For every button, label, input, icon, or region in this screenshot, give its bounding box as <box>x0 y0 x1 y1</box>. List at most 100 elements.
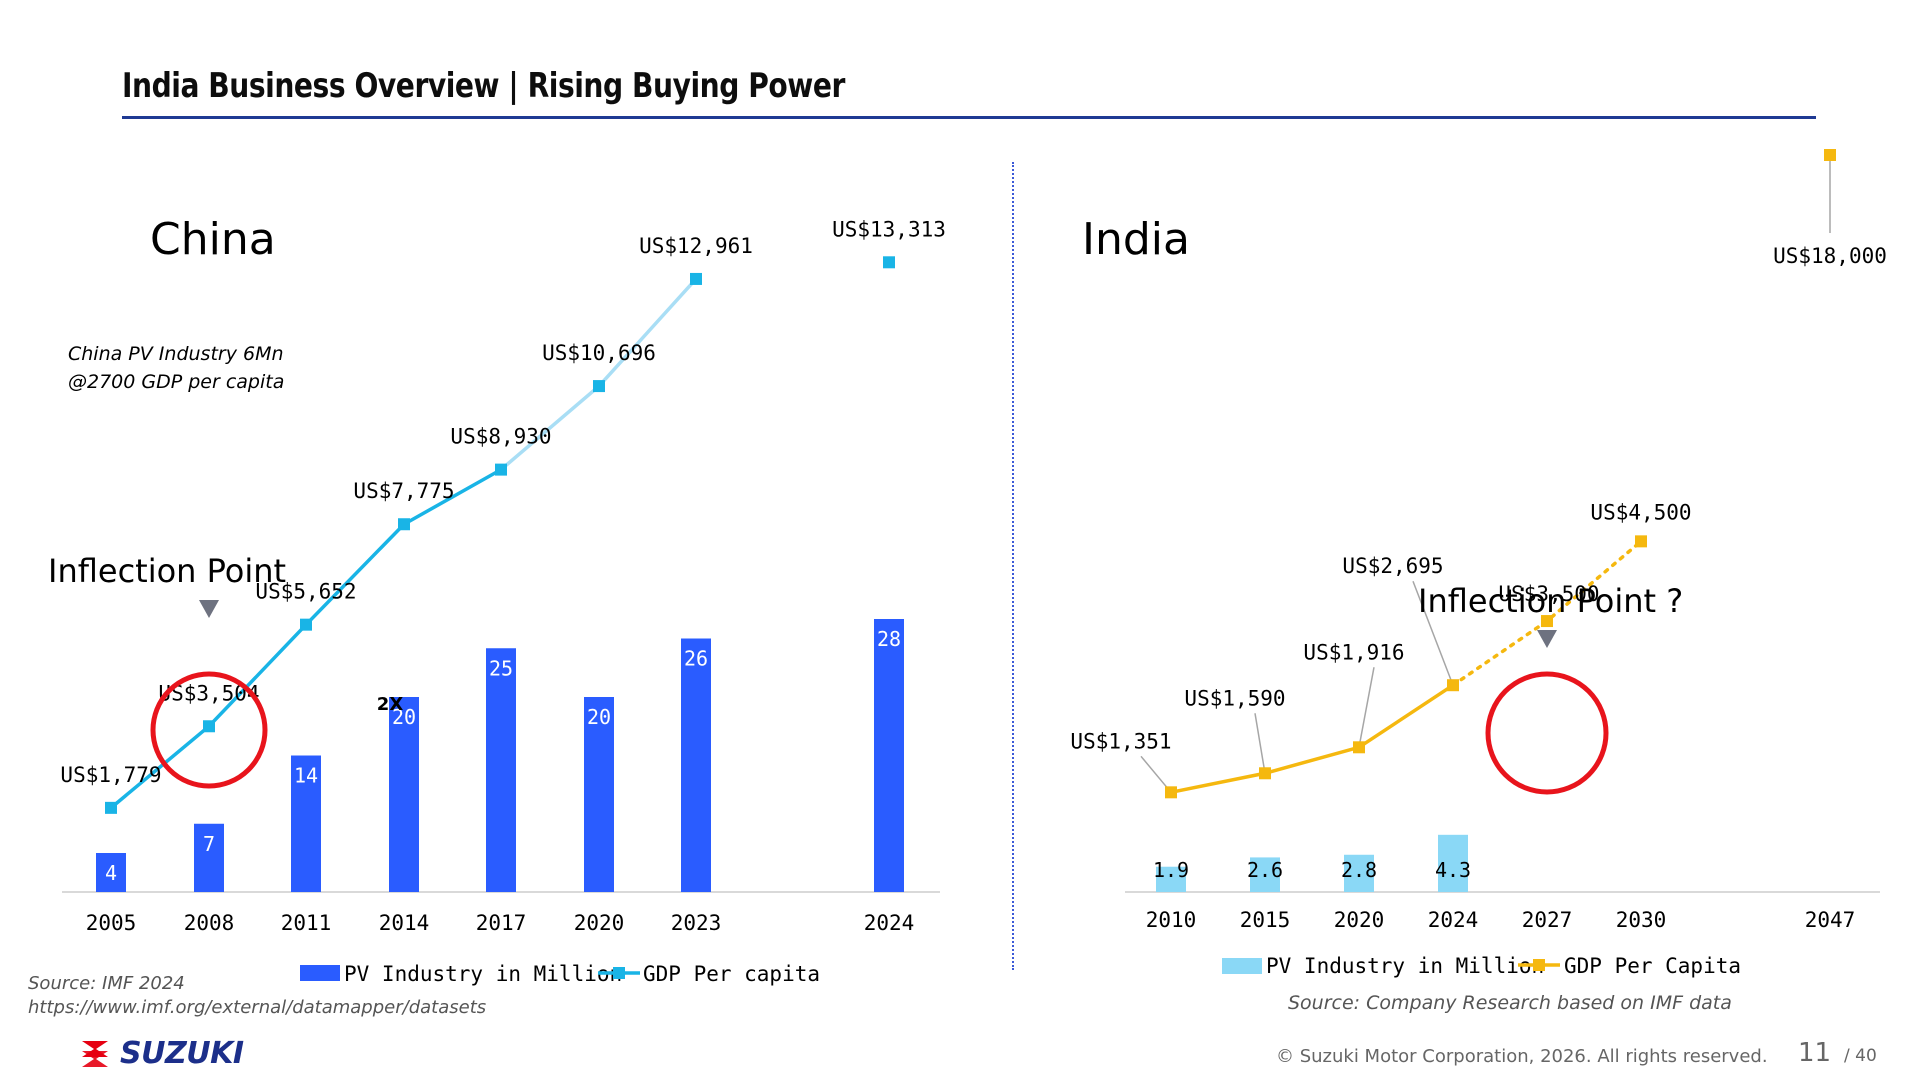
india-tick-2020: 2020 <box>1334 908 1385 932</box>
india-gdp-label-2020: US$1,916 <box>1303 640 1404 664</box>
india-title: India <box>1082 214 1190 265</box>
india-gdp-label-2030: US$4,500 <box>1590 500 1691 524</box>
copyright: © Suzuki Motor Corporation, 2026. All ri… <box>1276 1046 1768 1067</box>
slide-title: India Business Overview | Rising Buying … <box>122 66 845 106</box>
china-gdp-label-2011: US$5,652 <box>255 580 356 604</box>
china-bar-label-2017: 25 <box>489 656 513 680</box>
india-gdp-point-2015 <box>1259 767 1271 780</box>
india-bar-label-2015: 2.6 <box>1247 858 1283 882</box>
india-gdp-point-2030 <box>1635 535 1647 548</box>
china-gdp-point-2008 <box>203 720 215 733</box>
suzuki-logo: SUZUKI <box>78 1036 244 1071</box>
china-gdp-point-2020 <box>593 380 605 393</box>
center-divider <box>1012 162 1014 970</box>
china-gdp-label-2024: US$13,313 <box>832 217 946 241</box>
india-inflection-arrow <box>1537 630 1557 648</box>
india-gdp-leader-2015 <box>1254 713 1266 774</box>
india-tick-2024: 2024 <box>1428 908 1479 932</box>
india-gdp-point-2047 <box>1824 149 1836 161</box>
india-inflection-label: Inflection Point ? <box>1418 582 1683 620</box>
china-gdp-point-2005 <box>105 801 117 814</box>
china-source-line: Source: IMF 2024 <box>28 973 185 994</box>
china-gdp-label-2023: US$12,961 <box>639 234 753 258</box>
india-gdp-label-2015: US$1,590 <box>1184 686 1285 710</box>
india-tick-2015: 2015 <box>1240 908 1291 932</box>
china-gdp-point-2017 <box>495 463 507 476</box>
india-source: Source: Company Research based on IMF da… <box>1288 992 1732 1014</box>
page-number: 11 <box>1798 1038 1832 1068</box>
china-bar-label-2011: 14 <box>294 764 318 788</box>
china-tick-2017: 2017 <box>476 911 527 935</box>
china-bar-label-2023: 26 <box>684 647 708 671</box>
page-total: / 40 <box>1844 1046 1877 1066</box>
china-inflection-label: Inflection Point <box>48 552 286 590</box>
china-bar-label-2014: 20 <box>392 705 416 729</box>
china-tick-2020: 2020 <box>574 911 625 935</box>
india-legend-line-label: GDP Per Capita <box>1564 954 1741 978</box>
china-tick-2024: 2024 <box>864 911 915 935</box>
india-gdp-point-2020 <box>1353 741 1365 754</box>
india-bar-2024 <box>1438 834 1468 892</box>
china-note-line2: @2700 GDP per capita <box>68 371 284 393</box>
china-note-line1: China PV Industry 6Mn <box>68 343 284 365</box>
india-bar-2020 <box>1344 854 1374 892</box>
suzuki-s-icon <box>82 1040 108 1067</box>
title-underline <box>122 116 1816 119</box>
logo-text: SUZUKI <box>120 1036 244 1071</box>
india-tick-2030: 2030 <box>1616 908 1667 932</box>
china-gdp-point-2011 <box>300 618 312 631</box>
china-bar-2011 <box>291 755 321 892</box>
china-legend-line-marker <box>613 967 625 979</box>
india-legend-line-marker <box>1533 959 1545 971</box>
india-bar-2010 <box>1156 866 1186 892</box>
china-inflection-circle <box>150 671 268 789</box>
china-bar-2014 <box>389 697 419 892</box>
china-legend-bar-label: PV Industry in Million <box>344 962 622 986</box>
china-bar-label-2008: 7 <box>203 832 215 856</box>
india-gdp-point-2027 <box>1541 615 1553 628</box>
india-tick-2010: 2010 <box>1146 908 1197 932</box>
india-legend-bar-label: PV Industry in Million <box>1266 954 1544 978</box>
china-bar-2024 <box>874 619 904 892</box>
india-chart: India 1.9 2.6 2.8 4.3 US$1,351 US$1,590 US$1,91… <box>1070 149 1887 978</box>
china-legend-bar-swatch <box>300 965 340 981</box>
india-tick-2027: 2027 <box>1522 908 1573 932</box>
china-bar-2020 <box>584 697 614 892</box>
china-tick-2023: 2023 <box>671 911 722 935</box>
india-gdp-label-2027: US$3,500 <box>1498 582 1599 606</box>
china-gdp-point-2024 <box>883 256 895 269</box>
india-gdp-line <box>1170 683 1454 795</box>
india-tick-2047: 2047 <box>1805 908 1856 932</box>
china-gdp-label-2020: US$10,696 <box>542 341 656 365</box>
china-2x-annotation: 2X <box>377 694 404 715</box>
china-bar-label-2020: 20 <box>587 705 611 729</box>
india-bar-label-2024: 4.3 <box>1435 858 1471 882</box>
india-gdp-leader-2020 <box>1358 667 1375 748</box>
india-bar-label-2010: 1.9 <box>1153 858 1189 882</box>
india-bar-label-2020: 2.8 <box>1341 858 1377 882</box>
china-bar-label-2005: 4 <box>105 861 117 885</box>
china-gdp-label-2014: US$7,775 <box>353 479 454 503</box>
china-gdp-point-2014 <box>398 518 410 531</box>
india-inflection-circle <box>1485 671 1609 795</box>
china-tick-2014: 2014 <box>379 911 430 935</box>
india-gdp-label-2047: US$18,000 <box>1773 244 1887 268</box>
china-bar-label-2024: 28 <box>877 627 901 651</box>
india-gdp-point-2010 <box>1165 786 1177 799</box>
india-gdp-label-2010: US$1,351 <box>1070 729 1171 753</box>
china-legend-line-label: GDP Per capita <box>643 962 820 986</box>
india-legend-bar-swatch <box>1222 958 1262 974</box>
china-gdp-label-2017: US$8,930 <box>450 425 551 449</box>
china-gdp-point-2023 <box>690 272 702 285</box>
china-source-url[interactable]: https://www.imf.org/external/datamapper/… <box>28 997 487 1018</box>
china-source: Source: IMF 2024 https://www.imf.org/ext… <box>28 972 486 1020</box>
india-gdp-point-2024 <box>1447 679 1459 692</box>
china-inflection-arrow <box>199 600 219 618</box>
india-gdp-leader-2024 <box>1412 580 1454 686</box>
china-chart: China China PV Industry 6Mn @2700 GDP per … <box>48 214 946 986</box>
china-tick-2005: 2005 <box>86 911 137 935</box>
india-bar-2015 <box>1250 857 1280 892</box>
china-title: China <box>150 214 276 265</box>
china-bar-2017 <box>486 648 516 892</box>
